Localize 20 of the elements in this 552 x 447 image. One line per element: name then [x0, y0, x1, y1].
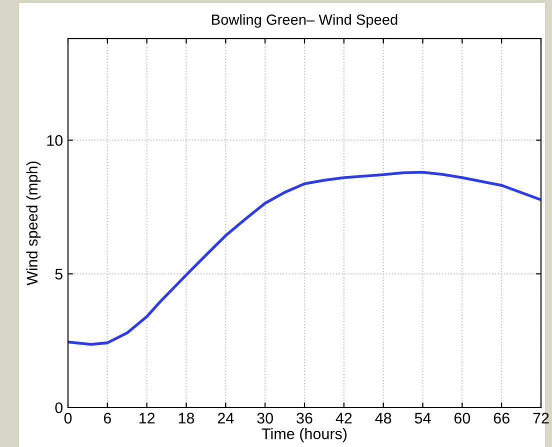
x-tick-label: 54	[414, 412, 431, 424]
line-series	[68, 170, 541, 346]
x-tick-label: 60	[454, 412, 470, 424]
y-axis-title: Wind speed (mph)	[26, 162, 41, 286]
x-axis-title: Time (hours)	[262, 428, 347, 442]
x-tick-label: 12	[140, 412, 155, 424]
x-tick-label: 24	[218, 412, 234, 424]
x-tick-label: 48	[375, 412, 392, 424]
x-tick-label: 30	[257, 412, 273, 424]
x-tick-label: 0	[64, 412, 72, 424]
y-tick-label: 10	[47, 135, 63, 146]
chart-title: Bowling Green– Wind Speed	[212, 14, 398, 28]
x-tick-label: 6	[104, 412, 111, 424]
y-tick-label: 5	[55, 268, 62, 280]
x-tick-label: 66	[494, 412, 510, 424]
x-tick-label: 72	[533, 412, 549, 424]
x-tick-label: 18	[178, 412, 194, 424]
y-tick-label: 0	[55, 402, 63, 414]
x-tick-label: 42	[336, 412, 352, 424]
x-tick-label: 36	[296, 412, 312, 424]
